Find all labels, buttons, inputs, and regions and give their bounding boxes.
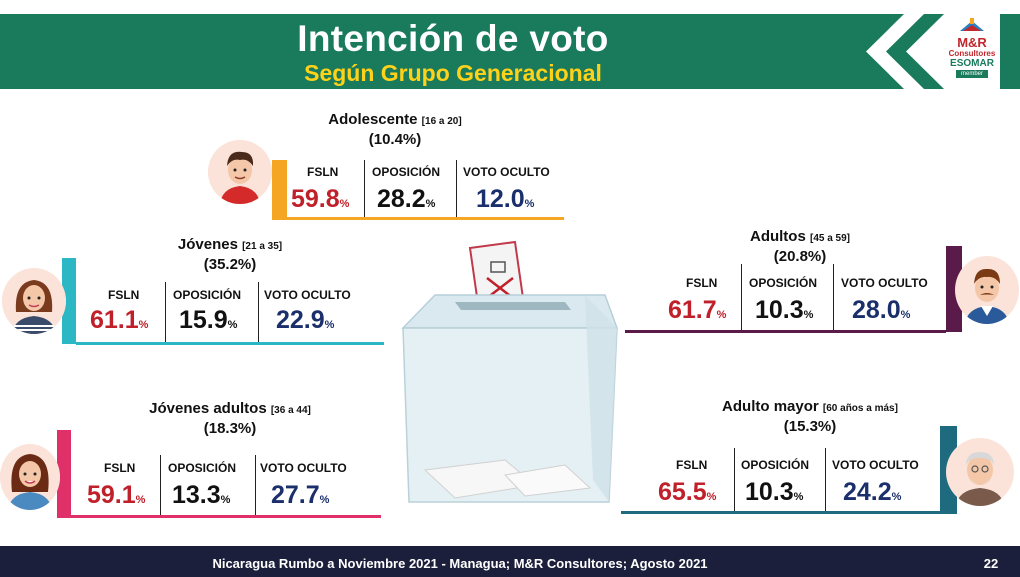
accent-bar-adolescente <box>272 160 287 220</box>
separator <box>456 160 457 217</box>
label-fsln: FSLN <box>108 288 140 302</box>
logo-text-mr: M&R <box>957 35 987 50</box>
label-fsln: FSLN <box>307 165 339 179</box>
accent-bar-adultos <box>946 246 962 332</box>
group-share-adultos: (20.8%) <box>773 248 827 265</box>
label-voto-oculto: VOTO OCULTO <box>260 461 347 475</box>
value-oposicion-jovenes: 15.9% <box>179 306 238 334</box>
avatar-elderly-man <box>946 438 1014 506</box>
accent-line-adultos <box>625 330 946 333</box>
value-oposicion-adolescente: 28.2% <box>377 185 436 213</box>
accent-line-jovenes <box>76 342 384 345</box>
accent-line-adolescente <box>287 217 564 220</box>
separator <box>165 282 166 342</box>
separator <box>741 264 742 330</box>
ballot-box-icon <box>401 240 619 503</box>
footer-source: Nicaragua Rumbo a Noviembre 2021 - Manag… <box>212 556 708 571</box>
group-title-jovenes: Jóvenes [21 a 35] <box>177 236 283 253</box>
value-oposicion-adultos: 10.3% <box>755 296 814 324</box>
logo-text-esomar: ESOMAR <box>950 58 994 69</box>
group-share-adolescente: (10.4%) <box>368 131 422 148</box>
label-oposicion: OPOSICIÓN <box>749 276 818 290</box>
value-fsln-jovenes: 61.1% <box>90 306 149 334</box>
value-oculto-adultos: 28.0% <box>852 296 911 324</box>
group-share-jovenes: (35.2%) <box>203 256 257 273</box>
group-title-adulto-mayor: Adulto mayor [60 años a más] <box>722 398 898 415</box>
accent-line-adulto-mayor <box>621 511 940 514</box>
value-oposicion-adulto-mayor: 10.3% <box>745 478 804 506</box>
avatar-young-woman <box>2 268 66 334</box>
value-oposicion-jovenes-adultos: 13.3% <box>172 481 231 509</box>
label-fsln: FSLN <box>676 458 708 472</box>
logo-text-consultores: Consultores <box>948 49 996 58</box>
separator <box>160 455 161 515</box>
value-oculto-adulto-mayor: 24.2% <box>843 478 902 506</box>
label-fsln: FSLN <box>686 276 718 290</box>
value-fsln-jovenes-adultos: 59.1% <box>87 481 146 509</box>
value-oculto-adolescente: 12.0% <box>476 185 535 213</box>
page-title: Intención de voto <box>297 18 609 59</box>
header-bar <box>0 14 1020 89</box>
group-title-adolescente: Adolescente [16 a 20] <box>328 111 462 128</box>
accent-line-jovenes-adultos <box>71 515 381 518</box>
accent-bar-jovenes-adultos <box>57 430 71 518</box>
avatar-teen-boy <box>208 140 272 204</box>
separator <box>734 448 735 511</box>
value-fsln-adolescente: 59.8% <box>291 185 350 213</box>
label-voto-oculto: VOTO OCULTO <box>264 288 351 302</box>
logo-icon <box>960 18 984 31</box>
avatar-woman <box>0 444 60 510</box>
label-oposicion: OPOSICIÓN <box>741 458 810 472</box>
separator <box>255 455 256 515</box>
logo-text-member: member <box>956 70 988 78</box>
separator <box>833 264 834 330</box>
label-oposicion: OPOSICIÓN <box>168 461 237 475</box>
avatar-man-mustache <box>955 256 1019 324</box>
label-oposicion: OPOSICIÓN <box>173 288 242 302</box>
footer-bar <box>0 546 1020 577</box>
page-number: 22 <box>983 556 999 571</box>
separator <box>364 160 365 217</box>
value-fsln-adultos: 61.7% <box>668 296 727 324</box>
value-fsln-adulto-mayor: 65.5% <box>658 478 717 506</box>
page-subtitle: Según Grupo Generacional <box>304 60 602 86</box>
separator <box>825 448 826 511</box>
value-oculto-jovenes: 22.9% <box>276 306 335 334</box>
group-title-jovenes-adultos: Jóvenes adultos [36 a 44] <box>149 400 311 417</box>
label-voto-oculto: VOTO OCULTO <box>841 276 928 290</box>
accent-bar-jovenes <box>62 258 76 344</box>
group-title-adultos: Adultos [45 a 59] <box>749 228 851 245</box>
chevron-decoration <box>866 14 956 89</box>
group-share-jovenes-adultos: (18.3%) <box>203 420 257 437</box>
label-oposicion: OPOSICIÓN <box>372 165 441 179</box>
value-oculto-jovenes-adultos: 27.7% <box>271 481 330 509</box>
label-voto-oculto: VOTO OCULTO <box>463 165 550 179</box>
separator <box>258 282 259 342</box>
label-fsln: FSLN <box>104 461 136 475</box>
group-share-adulto-mayor: (15.3%) <box>783 418 837 435</box>
label-voto-oculto: VOTO OCULTO <box>832 458 919 472</box>
